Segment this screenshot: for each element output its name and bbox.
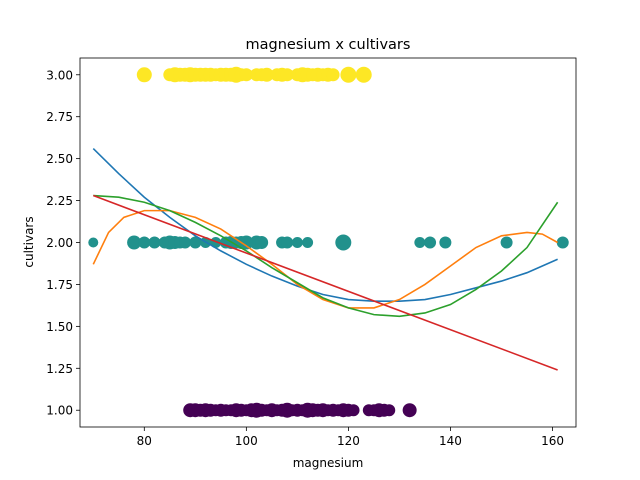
fit-line-2 [92, 209, 559, 309]
scatter-point [179, 236, 192, 249]
y-tick-label: 1.75 [46, 278, 73, 292]
y-tick-label: 2.50 [46, 152, 73, 166]
y-axis-label: cultivars [22, 216, 36, 267]
scatter-point [239, 235, 254, 250]
scatter-point [383, 404, 396, 417]
scatter-point [127, 235, 142, 250]
scatter-point [259, 67, 274, 82]
scatter-point [302, 237, 314, 248]
scatter-point [88, 237, 99, 248]
scatter-point [424, 236, 437, 249]
scatter-point [402, 403, 417, 418]
y-tick-label: 1.50 [46, 320, 73, 334]
scatter-point [500, 236, 513, 249]
scatter-point [280, 68, 294, 82]
scatter-point [148, 236, 161, 249]
x-tick-label: 140 [439, 434, 462, 448]
scatter-point [136, 67, 152, 83]
scatter-point [255, 236, 269, 249]
y-tick-label: 1.25 [46, 362, 73, 376]
chart-title: magnesium x cultivars [246, 37, 411, 53]
y-tick-label: 2.75 [46, 110, 73, 124]
scatter-point [347, 404, 360, 417]
scatter-point [138, 236, 151, 249]
x-tick-label: 100 [235, 434, 258, 448]
x-tick-label: 160 [541, 434, 564, 448]
scatter-point [281, 236, 294, 249]
x-axis-ticks: 80 100 120 140 160 [137, 427, 564, 448]
fit-line-1 [92, 148, 558, 302]
scatter-point [291, 237, 303, 248]
scatter-point [355, 66, 372, 83]
scatter-point [340, 66, 357, 83]
y-tick-label: 1.00 [46, 404, 73, 418]
fit-line-4 [92, 194, 558, 371]
scatter-point [189, 236, 202, 249]
y-tick-label: 2.00 [46, 236, 73, 250]
scatter-point [335, 234, 352, 251]
scatter-point [239, 68, 253, 82]
x-tick-label: 120 [337, 434, 360, 448]
x-tick-label: 80 [137, 434, 152, 448]
scatter-point [439, 236, 452, 249]
plot-area [88, 66, 569, 418]
x-axis-label: magnesium [293, 456, 364, 470]
y-tick-label: 3.00 [46, 68, 73, 82]
scatter-point [326, 68, 340, 82]
scatter-point [414, 237, 426, 248]
y-axis-ticks: 1.00 1.25 1.50 1.75 2.00 2.25 2.50 2.75 3.00 [46, 68, 80, 418]
y-tick-label: 2.25 [46, 194, 73, 208]
scatter-point [556, 236, 569, 249]
fit-line-3 [93, 194, 559, 318]
